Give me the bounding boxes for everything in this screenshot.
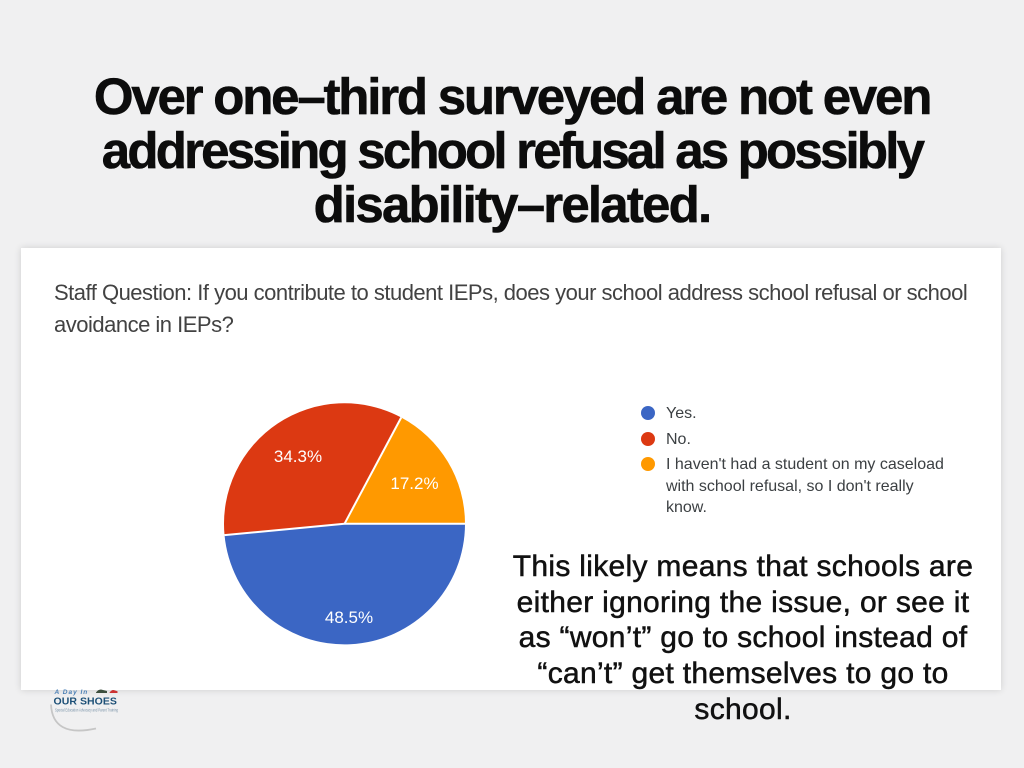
svg-text:34.3%: 34.3%: [274, 447, 322, 466]
svg-text:48.5%: 48.5%: [325, 608, 373, 627]
svg-text:17.2%: 17.2%: [390, 474, 438, 493]
svg-text:OUR SHOES: OUR SHOES: [54, 696, 117, 708]
svg-text:Special Education Advocacy and: Special Education Advocacy and Parent Tr…: [55, 708, 118, 713]
svg-text:A Day In: A Day In: [54, 689, 89, 696]
